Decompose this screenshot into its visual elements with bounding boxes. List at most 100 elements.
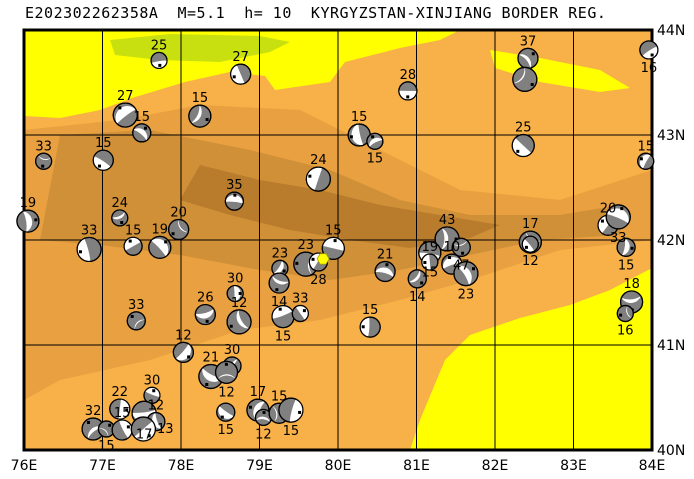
beachball[interactable] xyxy=(126,311,146,331)
beachball[interactable] xyxy=(16,209,40,233)
beachball[interactable] xyxy=(35,152,53,170)
beachball[interactable] xyxy=(511,133,535,158)
beachball-dilatation xyxy=(272,275,290,285)
beachball[interactable] xyxy=(168,218,190,241)
beachball[interactable] xyxy=(517,47,539,69)
beachball[interactable] xyxy=(230,63,252,85)
beachball[interactable] xyxy=(111,209,129,227)
beachball-outline xyxy=(168,218,190,241)
beachball[interactable] xyxy=(616,237,636,257)
beachball-dilatation xyxy=(191,105,202,123)
p-axis-marker xyxy=(282,269,286,273)
p-axis-marker xyxy=(41,164,45,168)
beachball-outline xyxy=(123,236,143,256)
beachball[interactable] xyxy=(76,236,102,263)
beachball[interactable] xyxy=(453,261,479,287)
p-axis-marker xyxy=(187,355,191,359)
beachball[interactable] xyxy=(112,102,138,128)
depth-labels: 25 27 27 15 15 33 15 24 35 19 24 20 33 15 19 23 14 23 28 15… xyxy=(20,34,657,454)
beachball[interactable] xyxy=(226,284,244,303)
depth-label: 17 xyxy=(136,427,153,442)
beachball[interactable] xyxy=(109,398,131,420)
terrain-lowland-south xyxy=(410,268,652,450)
depth-label: 15 xyxy=(362,303,379,318)
beachball[interactable] xyxy=(639,40,659,60)
beachball[interactable] xyxy=(224,191,244,211)
depth-label: 15 xyxy=(325,223,342,238)
beachball[interactable] xyxy=(172,341,194,363)
beachball-outline xyxy=(92,149,114,171)
beachball[interactable] xyxy=(291,304,309,323)
beachball[interactable] xyxy=(451,237,471,257)
beachball[interactable] xyxy=(521,235,539,253)
beachball[interactable] xyxy=(321,236,345,260)
beachball-outline xyxy=(188,104,212,128)
depth-label: 19 xyxy=(20,196,37,211)
beachball[interactable] xyxy=(150,51,168,70)
depth-label: 43 xyxy=(439,213,456,228)
beachball[interactable] xyxy=(216,402,236,422)
beachball[interactable] xyxy=(305,166,331,192)
beachball[interactable] xyxy=(366,132,384,150)
beachball-dilatation xyxy=(622,238,630,256)
beachball[interactable] xyxy=(271,305,295,329)
beachball-dilatation xyxy=(522,238,535,253)
beachball[interactable] xyxy=(92,149,114,171)
p-axis-marker xyxy=(128,239,132,243)
beachball[interactable] xyxy=(278,397,304,423)
beachball[interactable] xyxy=(359,316,381,338)
epicenter-marker xyxy=(316,253,330,265)
depth-label: 15 xyxy=(275,330,292,345)
depth-label: 47 xyxy=(453,258,470,273)
p-axis-marker xyxy=(233,193,237,197)
depth-label: 26 xyxy=(197,291,214,306)
beachball-outline xyxy=(359,316,381,338)
p-axis-marker xyxy=(530,83,534,87)
lat-tick-label: 41N xyxy=(657,338,685,354)
beachball[interactable] xyxy=(194,303,216,326)
beachball[interactable] xyxy=(637,152,655,170)
beachball-outline xyxy=(521,235,539,253)
depth-label: 28 xyxy=(310,273,327,288)
beachball[interactable] xyxy=(616,304,634,323)
beachball[interactable] xyxy=(512,66,538,92)
p-axis-marker xyxy=(158,63,162,67)
beachball-outline xyxy=(305,166,331,192)
depth-label: 18 xyxy=(623,277,640,292)
p-axis-marker xyxy=(620,207,624,211)
beachball-outline xyxy=(268,272,290,294)
beachball-dilatation xyxy=(322,237,345,251)
beachball-outline xyxy=(76,236,102,263)
depth-label: 13 xyxy=(157,422,174,437)
lat-tick-label: 44N xyxy=(657,23,685,39)
beachball[interactable] xyxy=(188,104,212,128)
depth-label: 23 xyxy=(298,238,315,253)
beachball[interactable] xyxy=(421,253,439,271)
beachball[interactable] xyxy=(111,419,133,441)
beachball-outline xyxy=(226,309,252,335)
depth-label: 15 xyxy=(133,110,150,125)
depth-label: 12 xyxy=(231,296,248,311)
beachball[interactable] xyxy=(130,416,156,442)
beachball[interactable] xyxy=(123,236,143,256)
depth-label: 15 xyxy=(114,406,131,421)
beachball[interactable] xyxy=(374,260,396,283)
depth-label: 10 xyxy=(444,240,461,255)
p-axis-marker xyxy=(147,434,151,438)
beachball[interactable] xyxy=(132,123,152,143)
beachball-outline xyxy=(511,133,535,158)
p-axis-marker xyxy=(118,106,122,110)
depth-label: 15 xyxy=(217,423,234,438)
beachball[interactable] xyxy=(605,204,631,230)
beachball[interactable] xyxy=(407,269,427,289)
p-axis-marker xyxy=(302,309,306,313)
beachball[interactable] xyxy=(148,235,172,259)
p-axis-marker xyxy=(275,288,279,292)
beachball[interactable] xyxy=(268,272,290,294)
beachball[interactable] xyxy=(214,360,239,384)
beachball-outline xyxy=(16,209,40,233)
beachball[interactable] xyxy=(226,309,252,335)
beachball[interactable] xyxy=(398,81,418,101)
beachball[interactable] xyxy=(254,408,273,427)
